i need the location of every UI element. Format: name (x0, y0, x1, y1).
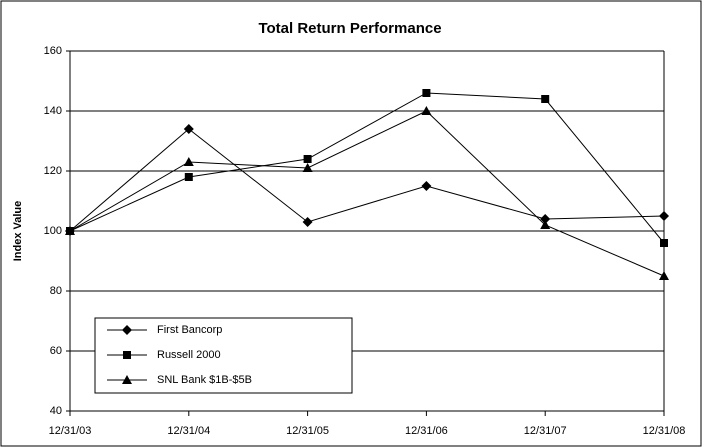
marker (540, 214, 551, 224)
legend-label: Russell 2000 (157, 349, 221, 361)
series-line (69, 110, 665, 277)
legend-label: SNL Bank $1B-$5B (157, 374, 252, 386)
y-tick-label: 120 (44, 165, 62, 177)
marker (122, 325, 132, 335)
marker (421, 106, 432, 115)
chart-title: Total Return Performance (258, 20, 441, 37)
marker (422, 89, 431, 97)
marker (183, 157, 194, 166)
marker (421, 181, 432, 191)
marker (660, 239, 668, 247)
y-axis-label: Index Value (12, 201, 24, 262)
y-tick-label: 80 (50, 285, 62, 297)
x-tick-label: 12/31/04 (167, 425, 210, 437)
marker (659, 271, 669, 280)
x-tick-label: 12/31/08 (643, 425, 686, 437)
marker (659, 211, 669, 221)
x-tick-label: 12/31/06 (405, 425, 448, 437)
marker (541, 95, 550, 103)
legend-label: First Bancorp (157, 324, 222, 336)
series-line (69, 92, 665, 244)
marker (123, 351, 131, 359)
y-tick-label: 140 (44, 105, 62, 117)
x-tick-label: 12/31/03 (49, 425, 92, 437)
marker (540, 220, 551, 229)
marker (302, 217, 313, 227)
marker (122, 375, 132, 384)
y-tick-label: 160 (44, 45, 62, 57)
marker (303, 155, 312, 163)
series-line (69, 128, 665, 232)
marker (183, 124, 194, 134)
marker (302, 163, 313, 172)
marker (65, 226, 75, 235)
y-tick-label: 60 (50, 345, 62, 357)
y-tick-label: 100 (44, 225, 62, 237)
x-tick-label: 12/31/05 (286, 425, 329, 437)
y-tick-label: 40 (50, 405, 62, 417)
marker (184, 173, 193, 181)
x-tick-label: 12/31/07 (524, 425, 567, 437)
